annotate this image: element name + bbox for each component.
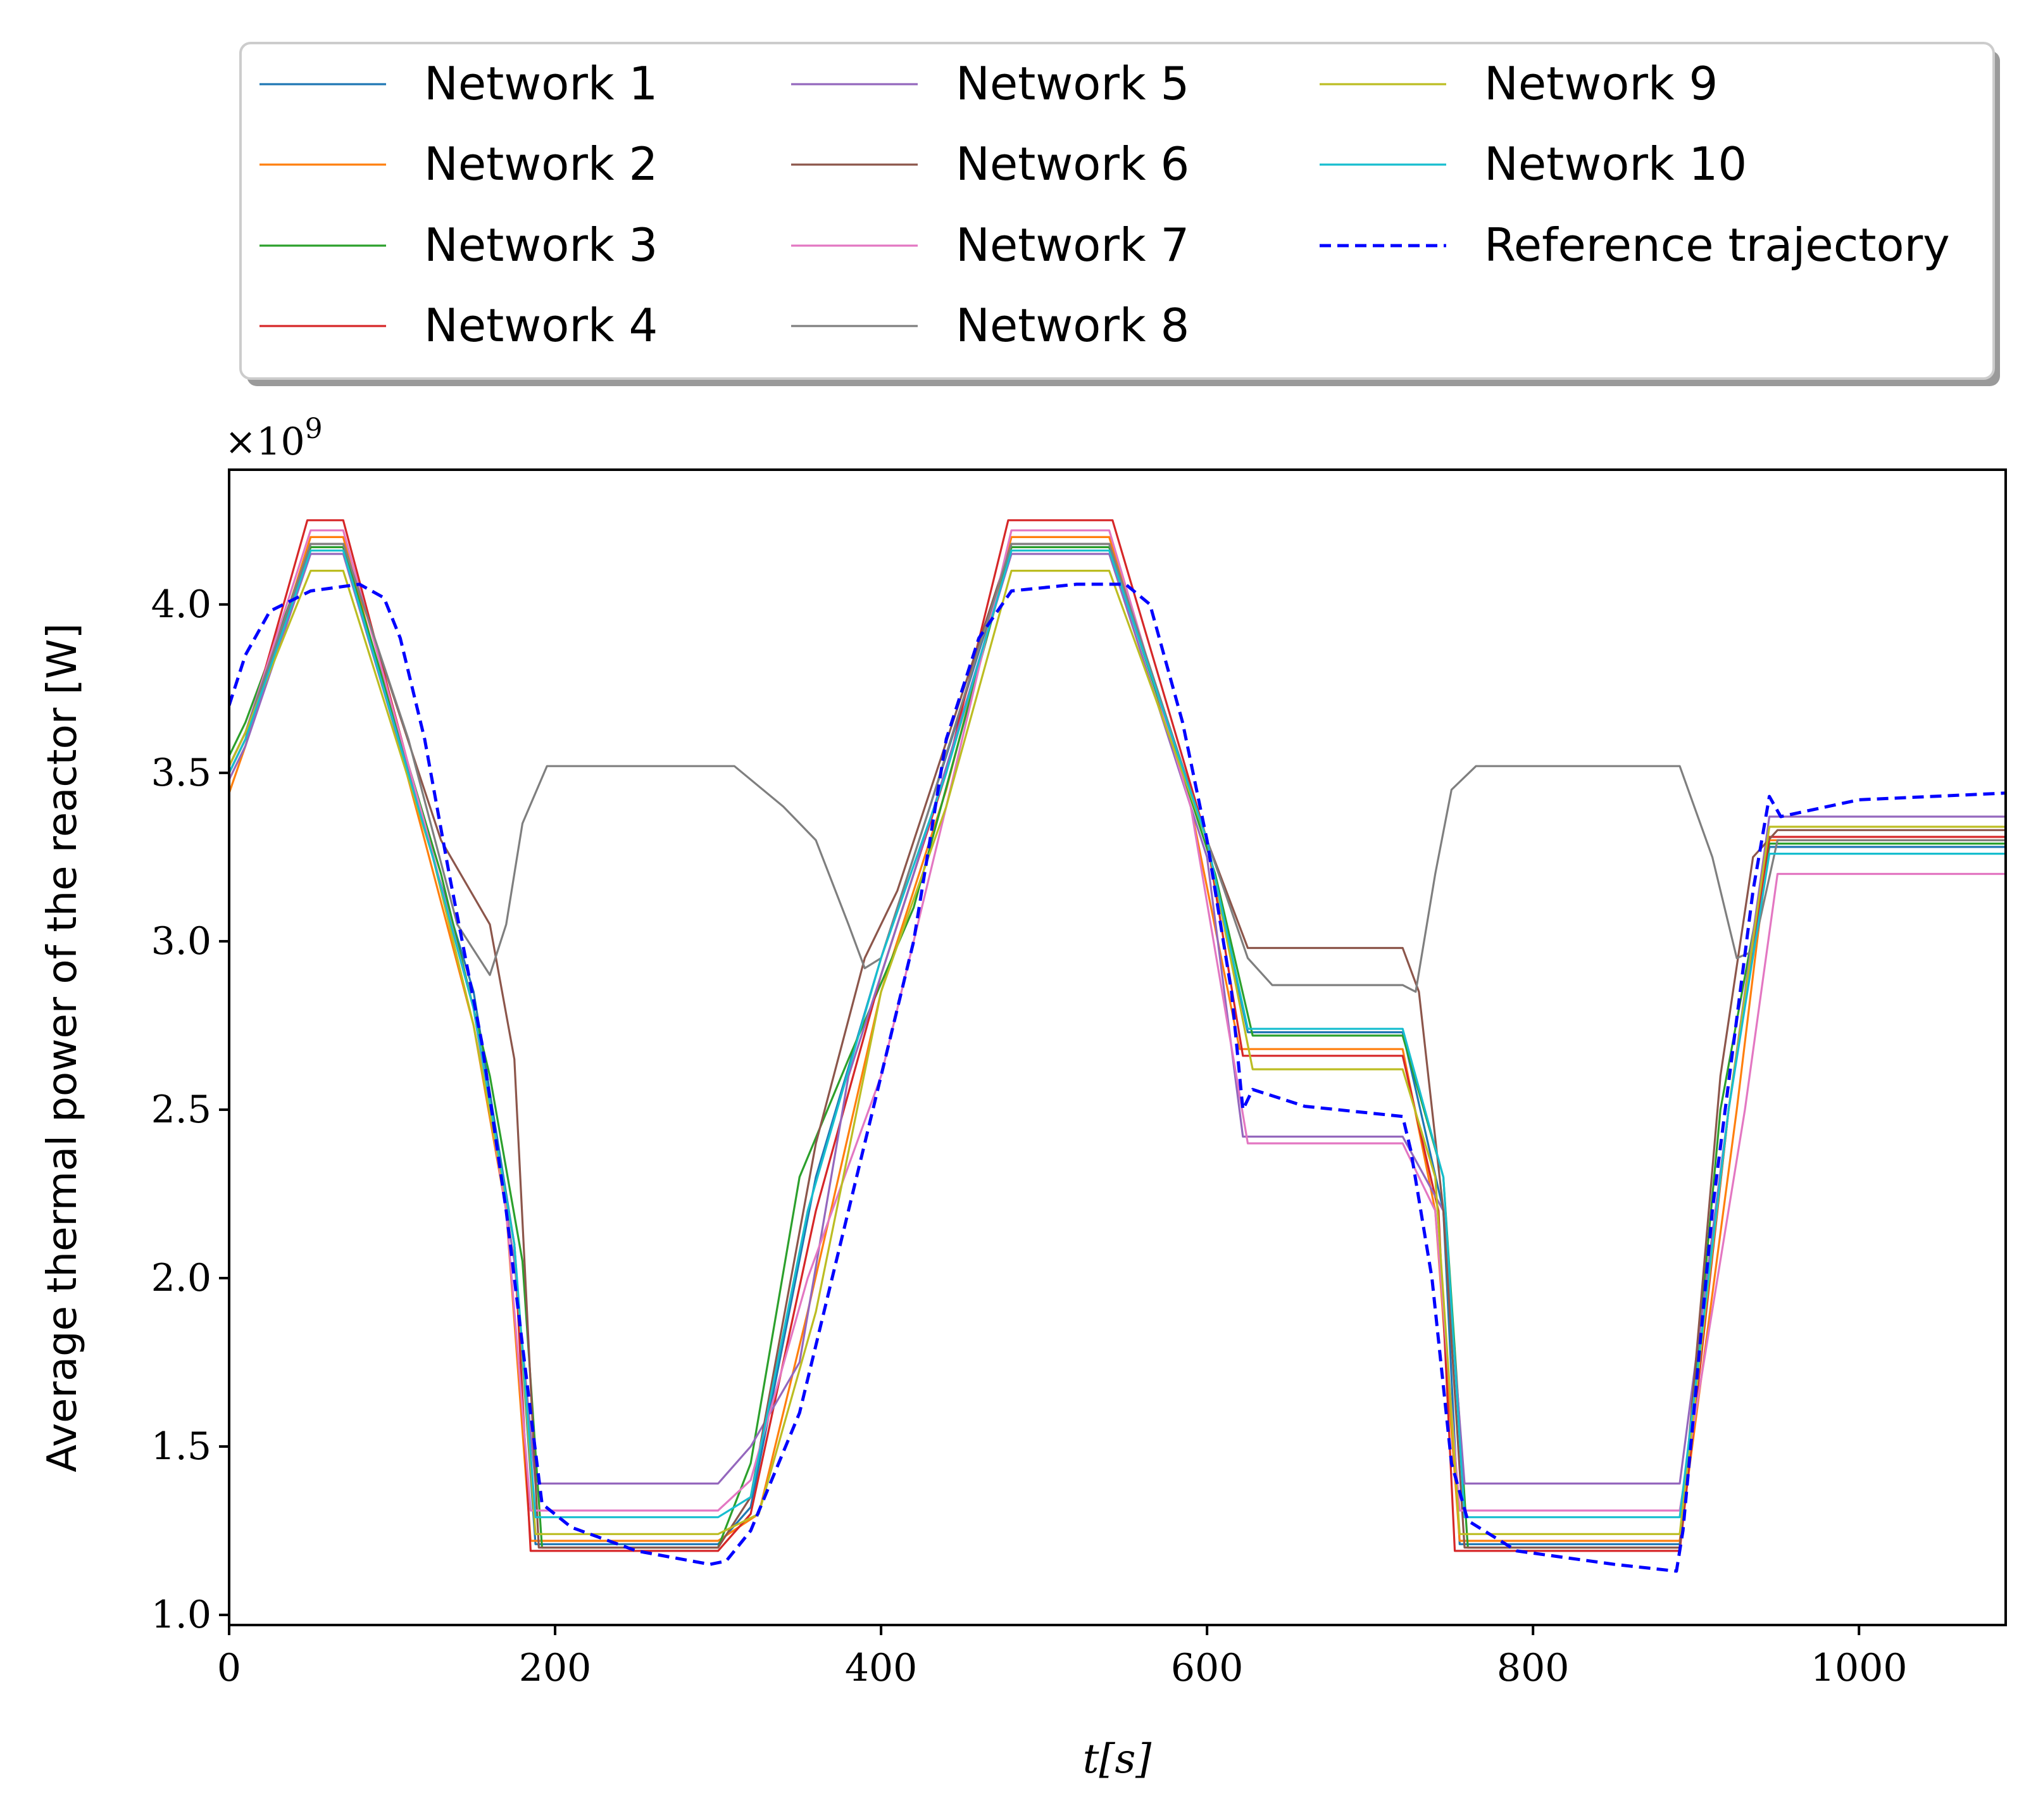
series-line-8 (229, 543, 2006, 993)
plot-frame (228, 468, 2007, 1626)
y-offset-label: ×109 (225, 413, 323, 464)
series-line-11 (229, 582, 2006, 1573)
x-axis-label: t[s] (1083, 1736, 1153, 1783)
legend-label: Network 7 (956, 218, 1189, 272)
plot-area (228, 468, 2007, 1626)
y-tick-label: 1.5 (151, 1424, 211, 1469)
y-tick-label: 1.0 (151, 1593, 211, 1637)
x-tick-label: 200 (519, 1646, 592, 1690)
series-line-10 (229, 549, 2006, 1519)
series-line-7 (229, 529, 2006, 1512)
legend-label: Network 2 (424, 137, 658, 191)
y-tick-label: 3.5 (151, 751, 211, 795)
legend-label: Network 8 (956, 299, 1189, 352)
series-line-9 (229, 570, 2006, 1535)
x-axis: 0 200 400 600 800 1000 (217, 1625, 1908, 1690)
y-tick-label: 2.0 (151, 1256, 211, 1300)
series-layer (229, 519, 2006, 1573)
legend-label: Network 4 (424, 299, 658, 352)
legend-label: Network 3 (424, 218, 658, 272)
x-tick-label: 1000 (1811, 1646, 1908, 1690)
y-offset-exponent: 9 (305, 413, 323, 445)
legend-label: Network 10 (1484, 137, 1747, 191)
legend: Network 1 Network 2 Network 3 Network 4 Netw… (239, 42, 2000, 386)
x-tick-label: 400 (845, 1646, 918, 1690)
legend-label: Network 9 (1484, 57, 1718, 110)
legend-label: Network 1 (424, 57, 658, 110)
legend-label: Reference trajectory (1484, 218, 1950, 272)
legend-box (239, 42, 1995, 380)
legend-label: Network 6 (956, 137, 1189, 191)
series-line-5 (229, 553, 2006, 1485)
y-tick-label: 2.5 (151, 1088, 211, 1132)
y-axis-label: Average thermal power of the reactor [W] (39, 623, 86, 1472)
y-axis: 1.0 1.5 2.0 2.5 3.0 3.5 4.0 (151, 582, 229, 1637)
y-tick-label: 4.0 (151, 582, 211, 627)
x-tick-label: 0 (217, 1646, 241, 1690)
legend-label: Network 5 (956, 57, 1189, 110)
x-tick-label: 800 (1497, 1646, 1570, 1690)
y-tick-label: 3.0 (151, 919, 211, 963)
x-tick-label: 600 (1171, 1646, 1244, 1690)
